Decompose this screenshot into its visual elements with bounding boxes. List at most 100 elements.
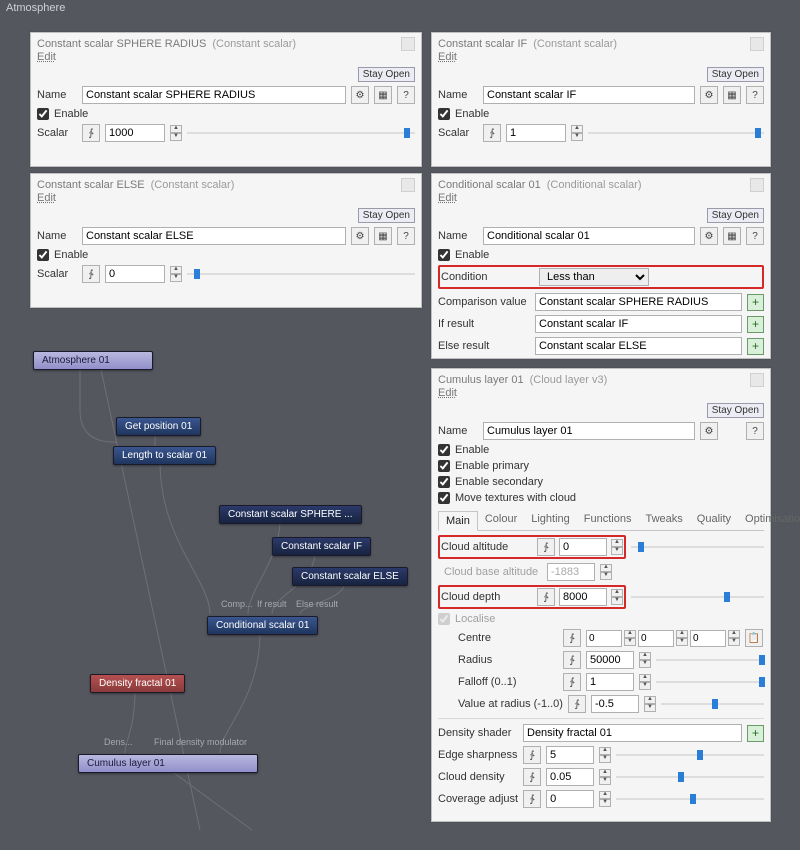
stay-open-button[interactable]: Stay Open [707,403,764,418]
falloff-field[interactable] [586,673,634,691]
enable-checkbox[interactable] [37,249,49,261]
node-const-sphere[interactable]: Constant scalar SPHERE ... [219,505,362,524]
spinner[interactable]: ▲▼ [599,791,611,807]
node-cumulus-layer[interactable]: Cumulus layer 01 [78,754,258,773]
spinner[interactable]: ▲▼ [644,696,656,712]
tab-main[interactable]: Main [438,511,478,531]
fx-icon[interactable]: ∱ [568,695,586,713]
name-field[interactable] [82,227,346,245]
fx-icon[interactable]: ∱ [523,768,541,786]
value-radius-slider[interactable] [661,696,764,712]
fx-icon[interactable]: ∱ [483,124,501,142]
edit-menu[interactable]: Edit [432,51,770,65]
scalar-spinner[interactable]: ▲▼ [170,266,182,282]
gear-icon[interactable]: ⚙ [351,227,369,245]
falloff-slider[interactable] [656,674,764,690]
enable-secondary-checkbox[interactable] [438,476,450,488]
gear-icon[interactable]: ⚙ [700,86,718,104]
name-field[interactable] [82,86,346,104]
cloud-depth-slider[interactable] [631,589,764,605]
fx-icon[interactable]: ∱ [563,651,581,669]
fx-icon[interactable]: ∱ [537,538,555,556]
help-icon[interactable]: ? [746,422,764,440]
condition-select[interactable]: Less than [539,268,649,286]
stay-open-button[interactable]: Stay Open [358,208,415,223]
close-icon[interactable] [750,373,764,387]
edit-menu[interactable]: Edit [31,192,421,206]
edit-menu[interactable]: Edit [432,387,770,401]
edge-sharp-slider[interactable] [616,747,764,763]
spinner[interactable]: ▲▼ [639,674,651,690]
enable-primary-checkbox[interactable] [438,460,450,472]
radius-field[interactable] [586,651,634,669]
node-const-if[interactable]: Constant scalar IF [272,537,371,556]
cloud-density-field[interactable] [546,768,594,786]
node-get-position[interactable]: Get position 01 [116,417,201,436]
add-button[interactable]: + [747,316,764,333]
enable-checkbox[interactable] [37,108,49,120]
fx-icon[interactable]: ∱ [563,673,581,691]
edge-sharp-field[interactable] [546,746,594,764]
close-icon[interactable] [401,37,415,51]
cloud-altitude-field[interactable] [559,538,607,556]
help-icon[interactable]: ? [397,86,415,104]
node-atmosphere[interactable]: Atmosphere 01 [33,351,153,370]
cloud-density-slider[interactable] [616,769,764,785]
node-length-to-scalar[interactable]: Length to scalar 01 [113,446,216,465]
coverage-slider[interactable] [616,791,764,807]
close-icon[interactable] [750,178,764,192]
cloud-depth-field[interactable] [559,588,607,606]
preview-icon[interactable]: ▦ [723,86,741,104]
enable-checkbox[interactable] [438,108,450,120]
density-shader-field[interactable] [523,724,742,742]
stay-open-button[interactable]: Stay Open [358,67,415,82]
fx-icon[interactable]: ∱ [82,265,100,283]
centre-xyz[interactable]: ▲▼ ▲▼ ▲▼ [586,630,740,647]
comparison-field[interactable] [535,293,742,311]
stay-open-button[interactable]: Stay Open [707,67,764,82]
tab-tweaks[interactable]: Tweaks [639,510,690,530]
fx-icon[interactable]: ∱ [523,746,541,764]
spinner[interactable]: ▲▼ [611,589,623,605]
spinner[interactable]: ▲▼ [611,539,623,555]
help-icon[interactable]: ? [397,227,415,245]
tab-functions[interactable]: Functions [577,510,639,530]
node-density-fractal[interactable]: Density fractal 01 [90,674,185,693]
tab-colour[interactable]: Colour [478,510,524,530]
fx-icon[interactable]: ∱ [537,588,555,606]
preview-icon[interactable]: ▦ [374,86,392,104]
spinner[interactable]: ▲▼ [639,652,651,668]
node-conditional-scalar[interactable]: Conditional scalar 01 [207,616,318,635]
name-field[interactable] [483,422,695,440]
scalar-spinner[interactable]: ▲▼ [571,125,583,141]
scalar-slider[interactable] [187,125,415,141]
fx-icon[interactable]: ∱ [523,790,541,808]
cloud-altitude-slider[interactable] [631,539,764,555]
add-button[interactable]: + [747,725,764,742]
preview-icon[interactable]: ▦ [374,227,392,245]
stay-open-button[interactable]: Stay Open [707,208,764,223]
tab-lighting[interactable]: Lighting [524,510,577,530]
edit-menu[interactable]: Edit [432,192,770,206]
else-result-field[interactable] [535,337,742,355]
scalar-spinner[interactable]: ▲▼ [170,125,182,141]
fx-icon[interactable]: ∱ [563,629,581,647]
tab-optimisation[interactable]: Optimisation [738,510,800,530]
scalar-slider[interactable] [187,266,415,282]
add-button[interactable]: + [747,294,764,311]
spinner[interactable]: ▲▼ [599,747,611,763]
move-textures-checkbox[interactable] [438,492,450,504]
if-result-field[interactable] [535,315,742,333]
gear-icon[interactable]: ⚙ [700,227,718,245]
scalar-slider[interactable] [588,125,764,141]
close-icon[interactable] [750,37,764,51]
name-field[interactable] [483,227,695,245]
help-icon[interactable]: ? [746,227,764,245]
scalar-field[interactable] [506,124,566,142]
gear-icon[interactable]: ⚙ [351,86,369,104]
scalar-field[interactable] [105,124,165,142]
value-radius-field[interactable] [591,695,639,713]
scalar-field[interactable] [105,265,165,283]
node-const-else[interactable]: Constant scalar ELSE [292,567,408,586]
coverage-field[interactable] [546,790,594,808]
